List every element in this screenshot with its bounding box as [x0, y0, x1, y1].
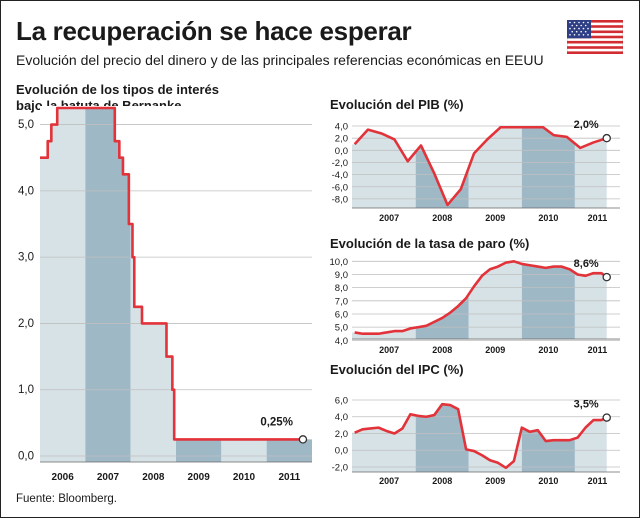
rates-x-tick-label-2006: 2006 — [52, 472, 75, 483]
rates-x-tick-label-2008: 2008 — [142, 472, 165, 483]
paro-right-mask — [606, 259, 622, 340]
rates-y-tick-label-5: 5,0 — [18, 119, 34, 131]
ipc-x-tick-label-2007: 2007 — [379, 476, 399, 486]
paro-x-tick-label-2010: 2010 — [538, 345, 558, 355]
ipc-x-tick-label-2009: 2009 — [485, 476, 505, 486]
page-subtitle: Evolución del precio del dinero y de las… — [16, 52, 544, 68]
paro-x-tick-label-2009: 2009 — [485, 345, 505, 355]
paro-y-tick-label-6: 4,0 — [335, 336, 348, 347]
pib-y-tick-label-2: 0,0 — [335, 146, 348, 157]
pib-y-tick-label-3: -2,0 — [332, 158, 348, 169]
ipc-y-tick-label-4: -2,0 — [332, 462, 348, 473]
ipc-end-point — [602, 413, 611, 422]
ipc-x-tick-label-2011: 2011 — [588, 476, 608, 486]
pib-y-tick-label-6: -8,0 — [332, 194, 348, 205]
paro-chart-title: Evolución de la tasa de paro (%) — [330, 236, 530, 251]
rates-area-mask — [40, 106, 314, 440]
rates-x-tick-label-2007: 2007 — [97, 472, 120, 483]
paro-area-mask — [351, 259, 621, 334]
paro-y-tick-label-2: 8,0 — [335, 283, 348, 294]
paro-end-value-label: 8,6% — [574, 258, 599, 270]
rates-y-tick-label-1: 1,0 — [18, 384, 34, 396]
ipc-y-tick-label-1: 4,0 — [335, 412, 348, 423]
pib-y-tick-label-5: -6,0 — [332, 182, 348, 193]
pib-x-tick-label-2010: 2010 — [538, 213, 558, 223]
rates-gridlines — [40, 124, 312, 457]
paro-y-tick-label-3: 7,0 — [335, 296, 348, 307]
ipc-y-tick-label-2: 2,0 — [335, 429, 348, 440]
rates-band-2006 — [40, 108, 86, 462]
pib-x-tick-label-2011: 2011 — [588, 213, 608, 223]
pib-end-value-label: 2,0% — [574, 119, 599, 131]
pib-x-tick-label-2007: 2007 — [379, 213, 399, 223]
rates-series-line — [40, 106, 303, 441]
ipc-y-tick-label-0: 6,0 — [335, 396, 348, 407]
paro-y-tick-label-5: 5,0 — [335, 323, 348, 334]
rates-y-tick-label-3: 3,0 — [18, 252, 34, 264]
rates-x-tick-label-2009: 2009 — [188, 472, 211, 483]
paro-series-line — [354, 260, 608, 336]
rates-y-tick-label-2: 2,0 — [18, 318, 34, 330]
pib-chart-title: Evolución del PIB (%) — [330, 97, 464, 112]
pib-x-tick-label-2009: 2009 — [485, 213, 505, 223]
ipc-series-line — [354, 402, 608, 470]
ipc-chart-title: Evolución del IPC (%) — [330, 362, 464, 377]
pib-y-tick-label-0: 4,0 — [335, 122, 348, 133]
ipc-end-value-label: 3,5% — [574, 399, 599, 411]
pib-gridlines — [352, 125, 620, 200]
page-title: La recuperación se hace esperar — [16, 16, 412, 46]
paro-gridlines — [352, 260, 620, 341]
rates-end-value-label: 0,25% — [260, 416, 293, 428]
paro-band-2010 — [521, 260, 575, 339]
paro-end-point — [602, 272, 611, 282]
paro-x-tick-label-2011: 2011 — [588, 345, 608, 355]
ipc-right-mask — [606, 399, 622, 473]
rates-x-tick-label-2011: 2011 — [278, 472, 300, 483]
paro-x-tick-label-2008: 2008 — [432, 345, 452, 355]
pib-right-mask — [606, 122, 622, 209]
rates-chart-title-line1: Evolución de los tipos de interés — [16, 82, 219, 97]
paro-y-tick-label-4: 6,0 — [335, 309, 348, 320]
pib-area-mask — [351, 122, 621, 205]
ipc-y-tick-label-3: 0,0 — [335, 446, 348, 457]
rates-end-point — [298, 435, 308, 444]
rates-y-tick-label-4: 4,0 — [18, 185, 34, 197]
source-note: Fuente: Bloomberg. — [16, 493, 118, 505]
paro-y-tick-label-0: 10,0 — [330, 257, 349, 268]
pib-end-point — [602, 133, 611, 143]
paro-y-tick-label-1: 9,0 — [335, 270, 348, 281]
ipc-x-tick-label-2010: 2010 — [538, 476, 558, 486]
paro-x-tick-label-2007: 2007 — [379, 345, 399, 355]
pib-series-line — [353, 125, 608, 207]
ipc-x-tick-label-2008: 2008 — [432, 476, 452, 486]
pib-x-tick-label-2008: 2008 — [432, 213, 452, 223]
pib-y-tick-label-4: -4,0 — [332, 170, 348, 181]
rates-x-tick-label-2010: 2010 — [233, 472, 256, 483]
pib-y-tick-label-1: 2,0 — [335, 134, 348, 145]
us-flag-icon — [567, 20, 623, 54]
rates-y-tick-label-0: 0,0 — [18, 451, 34, 463]
